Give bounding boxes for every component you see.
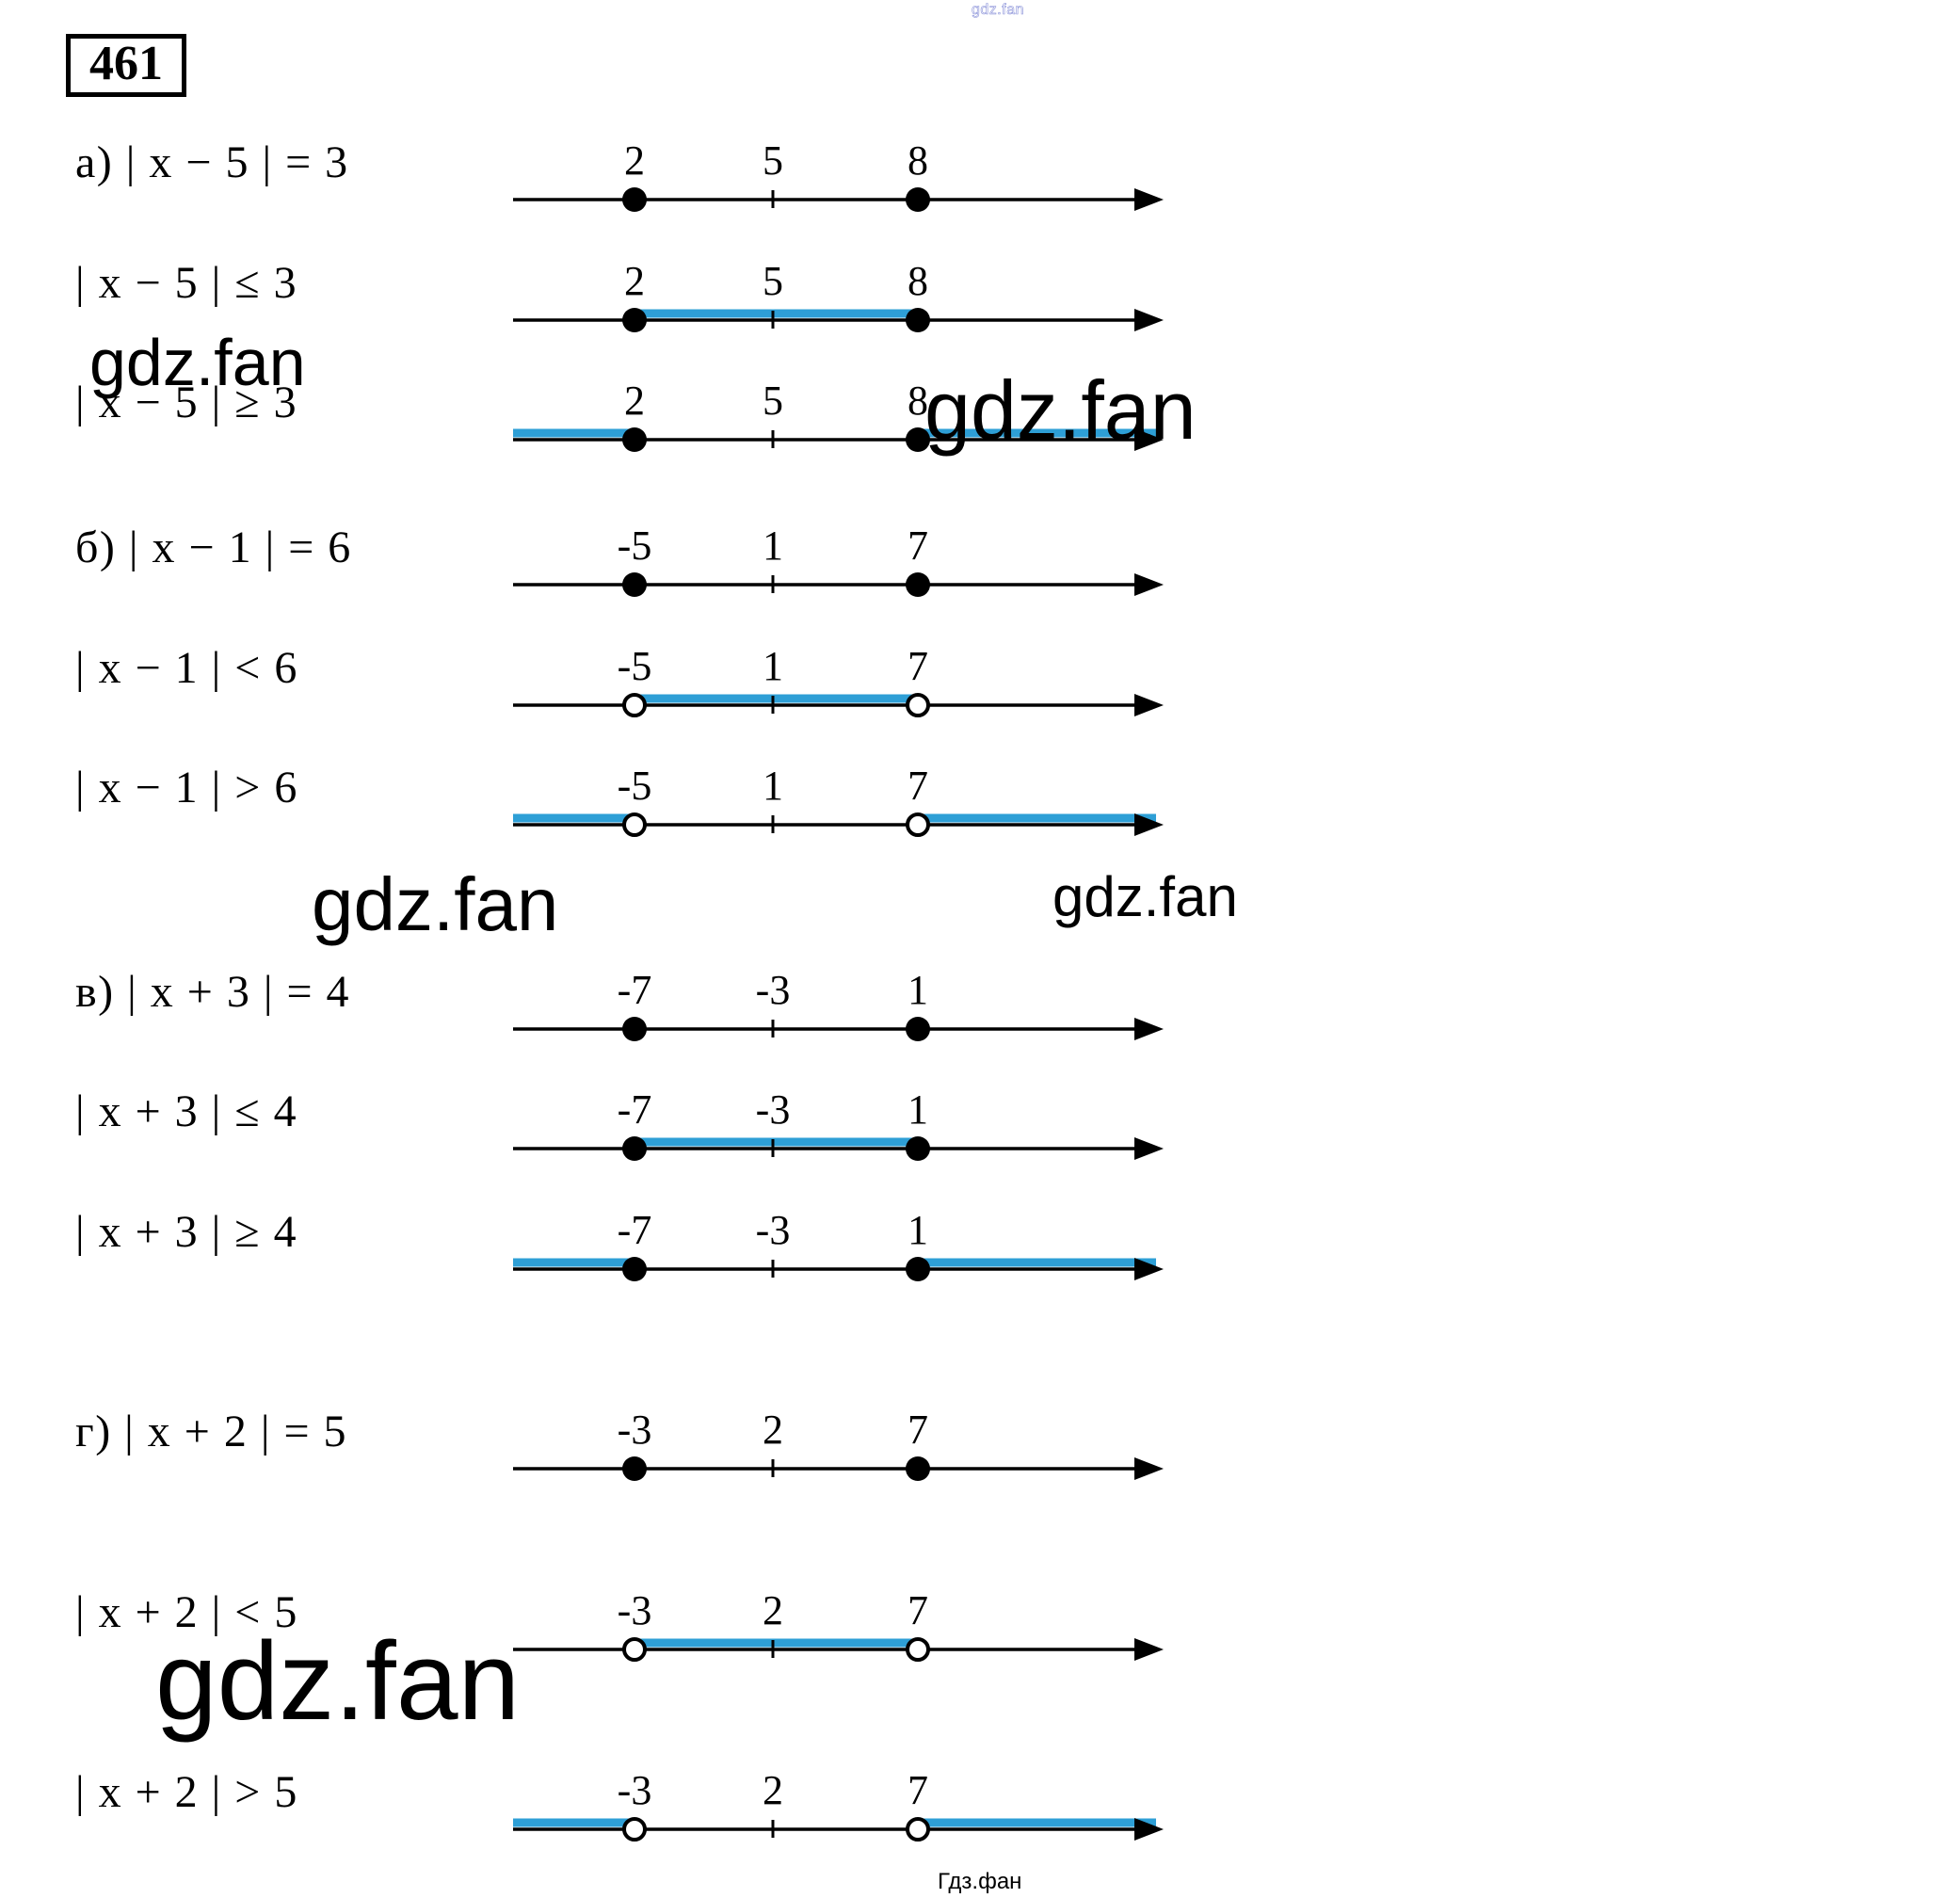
svg-text:2: 2	[763, 1768, 783, 1813]
svg-text:-3: -3	[618, 1588, 652, 1633]
svg-text:7: 7	[908, 644, 928, 689]
svg-text:-3: -3	[756, 968, 791, 1013]
svg-text:2: 2	[624, 138, 645, 184]
svg-text:7: 7	[908, 1768, 928, 1813]
svg-text:-7: -7	[618, 1087, 652, 1133]
svg-text:-3: -3	[756, 1087, 791, 1133]
svg-text:-3: -3	[618, 1768, 652, 1813]
svg-text:-5: -5	[618, 644, 652, 689]
svg-text:1: 1	[908, 968, 928, 1013]
svg-text:1: 1	[763, 644, 783, 689]
svg-text:-3: -3	[756, 1208, 791, 1253]
svg-text:1: 1	[763, 523, 783, 569]
svg-text:-5: -5	[618, 523, 652, 569]
svg-text:5: 5	[763, 138, 783, 184]
svg-text:1: 1	[763, 764, 783, 809]
svg-text:7: 7	[908, 1588, 928, 1633]
svg-text:-7: -7	[618, 1208, 652, 1253]
svg-text:2: 2	[763, 1588, 783, 1633]
svg-text:-3: -3	[618, 1407, 652, 1453]
svg-text:5: 5	[763, 378, 783, 424]
svg-text:7: 7	[908, 764, 928, 809]
svg-text:2: 2	[763, 1407, 783, 1453]
svg-text:2: 2	[624, 259, 645, 304]
svg-text:1: 1	[908, 1087, 928, 1133]
svg-text:7: 7	[908, 523, 928, 569]
svg-text:-5: -5	[618, 764, 652, 809]
svg-text:2: 2	[624, 378, 645, 424]
svg-text:8: 8	[908, 259, 928, 304]
svg-text:7: 7	[908, 1407, 928, 1453]
svg-text:5: 5	[763, 259, 783, 304]
svg-text:8: 8	[908, 138, 928, 184]
svg-text:-7: -7	[618, 968, 652, 1013]
svg-text:1: 1	[908, 1208, 928, 1253]
